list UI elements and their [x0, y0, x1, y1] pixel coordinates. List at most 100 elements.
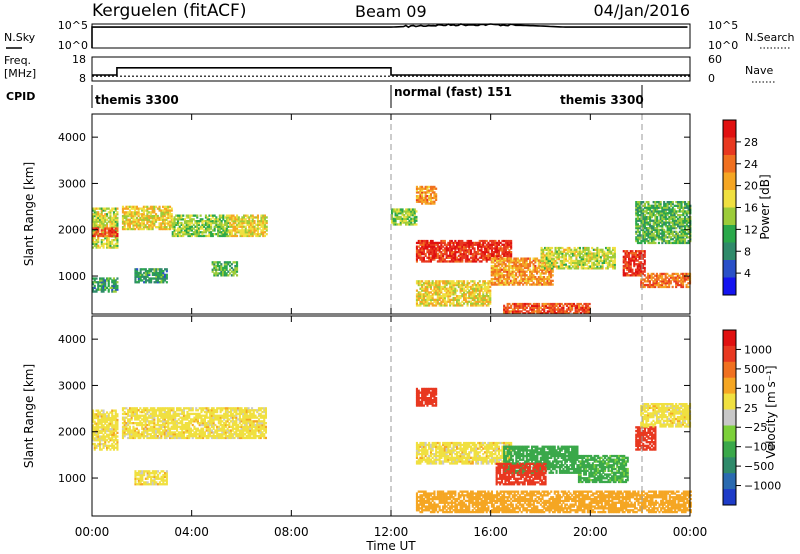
heatmap-cell — [97, 207, 100, 210]
heatmap-cell — [102, 231, 105, 234]
heatmap-cell — [438, 258, 441, 261]
heatmap-cell — [492, 277, 495, 281]
heatmap-cell — [95, 214, 98, 218]
heatmap-cell — [111, 220, 114, 223]
heatmap-cell — [585, 267, 588, 270]
heatmap-cell — [396, 212, 399, 215]
heatmap-cell — [99, 213, 102, 216]
heatmap-cell — [220, 214, 223, 217]
heatmap-cell — [153, 268, 156, 271]
heatmap-cell — [189, 225, 192, 228]
heatmap-cell — [155, 275, 158, 278]
heatmap-cell — [102, 284, 105, 288]
heatmap-cell — [415, 280, 418, 283]
heatmap-cell — [419, 196, 422, 200]
heatmap-cell — [417, 241, 420, 245]
heatmap-cell — [199, 231, 202, 234]
heatmap-cell — [471, 280, 474, 283]
heatmap-cell — [201, 223, 204, 226]
heatmap-cell — [608, 256, 611, 259]
heatmap-cell — [232, 216, 235, 219]
heatmap-cell — [146, 227, 149, 231]
heatmap-cell — [178, 221, 181, 225]
heatmap-cell — [215, 261, 218, 264]
heatmap-cell — [417, 245, 420, 248]
heatmap-cell — [438, 249, 441, 252]
heatmap-cell — [218, 272, 221, 275]
heatmap-cell — [139, 268, 142, 271]
heatmap-cell — [208, 221, 211, 225]
heatmap-cell — [139, 224, 142, 227]
heatmap-cell — [421, 245, 424, 248]
freq-unit-label: [MHz] — [4, 67, 36, 80]
heatmap-cell — [116, 244, 119, 247]
heatmap-cell — [601, 248, 604, 251]
heatmap-cell — [234, 221, 237, 225]
heatmap-cell — [196, 221, 199, 225]
heatmap-cell — [112, 439, 115, 442]
heatmap-cell — [229, 268, 232, 271]
heatmap-cell — [669, 274, 672, 277]
heatmap-cell — [109, 231, 112, 234]
heatmap-cell — [171, 220, 174, 223]
heatmap-cell — [232, 223, 235, 226]
heatmap-cell — [194, 231, 197, 234]
heatmap-cell — [433, 241, 436, 245]
heatmap-cell — [143, 268, 146, 271]
heatmap-cell — [97, 409, 100, 412]
heatmap-cell — [128, 220, 131, 223]
heatmap-cell — [568, 246, 571, 250]
heatmap-cell — [123, 407, 126, 410]
heatmap-cell — [146, 275, 149, 278]
nsearch-tick-bottom: 10^0 — [708, 39, 738, 52]
heatmap-cell — [127, 207, 130, 210]
heatmap-cell — [114, 244, 117, 247]
heatmap-cell — [421, 260, 424, 263]
heatmap-cell — [225, 268, 228, 271]
heatmap-cell — [541, 283, 544, 286]
heatmap-cell — [169, 224, 172, 227]
heatmap-cell — [426, 191, 429, 194]
heatmap-cell — [668, 215, 671, 219]
heatmap-cell — [417, 196, 420, 200]
heatmap-cell — [135, 218, 138, 221]
heatmap-cell — [123, 416, 126, 419]
heatmap-cell — [608, 246, 611, 250]
heatmap-cell — [93, 231, 96, 234]
heatmap-cell — [406, 221, 409, 224]
heatmap-cell — [139, 277, 142, 280]
heatmap-cell — [163, 209, 166, 212]
heatmap-cell — [106, 227, 109, 230]
heatmap-cell — [114, 216, 117, 220]
heatmap-cell — [645, 201, 648, 204]
heatmap-cell — [107, 239, 110, 242]
heatmap-cell — [111, 218, 114, 221]
heatmap-cell — [160, 211, 163, 214]
heatmap-cell — [149, 207, 152, 210]
heatmap-cell — [483, 239, 486, 243]
heatmap-cell — [435, 196, 438, 200]
heatmap-cell — [203, 229, 206, 232]
heatmap-cell — [232, 227, 235, 230]
heatmap-cell — [499, 241, 502, 245]
heatmap-cell — [260, 223, 263, 226]
heatmap-cell — [251, 231, 254, 234]
heatmap-cell — [177, 216, 180, 219]
heatmap-cell — [146, 205, 149, 208]
heatmap-cell — [258, 220, 261, 223]
heatmap-cell — [114, 224, 117, 227]
heatmap-cell — [225, 231, 228, 234]
heatmap-cell — [175, 214, 178, 217]
heatmap-cell — [93, 242, 96, 245]
heatmap-cell — [151, 207, 154, 210]
heatmap-cell — [112, 218, 115, 221]
heatmap-cell — [447, 254, 450, 257]
heatmap-cell — [180, 221, 183, 225]
heatmap-cell — [431, 241, 434, 245]
heatmap-cell — [93, 286, 96, 289]
heatmap-cell — [134, 220, 137, 223]
heatmap-cell — [436, 252, 439, 256]
heatmap-cell — [95, 288, 98, 291]
heatmap-cell — [165, 205, 168, 208]
heatmap-cell — [243, 221, 246, 225]
